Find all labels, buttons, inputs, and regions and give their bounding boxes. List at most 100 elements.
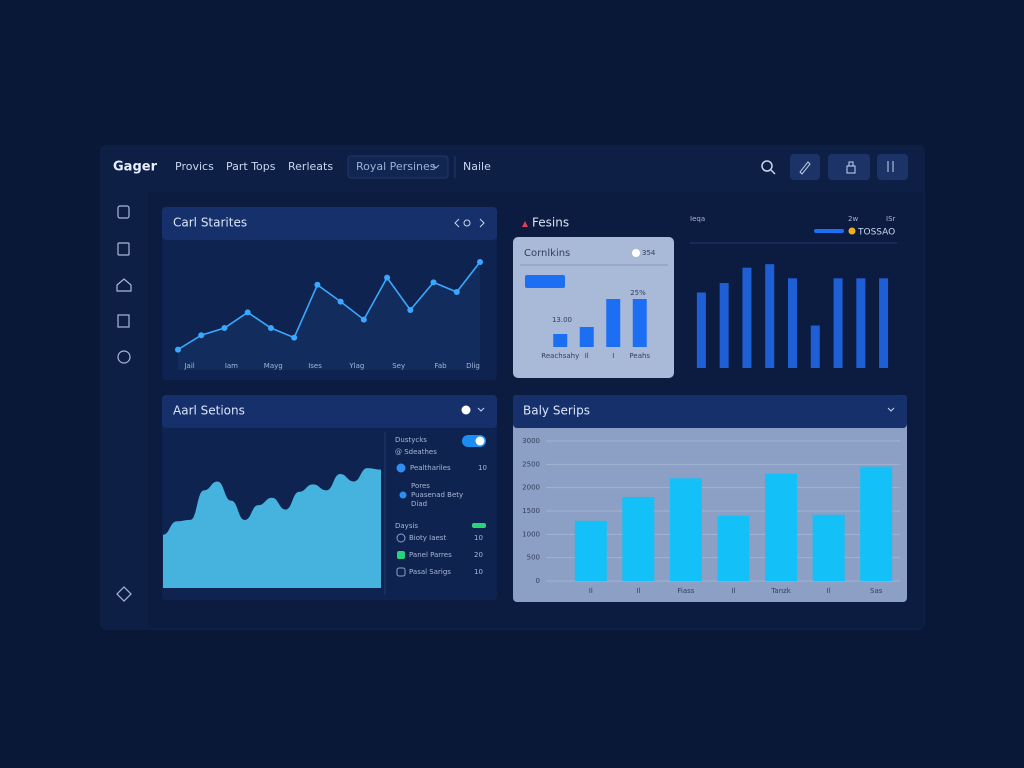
x-tick-label: Dlig — [466, 362, 480, 370]
card-title: Cornlkins — [524, 248, 570, 259]
x-tick-label: Sey — [392, 362, 405, 370]
x-tick-label: Jail — [183, 362, 194, 370]
caret[interactable] — [887, 407, 895, 412]
user-name[interactable]: Naile — [463, 160, 491, 173]
toggle-value: 354 — [642, 249, 656, 257]
bar — [696, 292, 706, 368]
y-tick-label: 0 — [536, 577, 540, 585]
alert-icon — [522, 221, 528, 227]
panel-title: Carl Starites — [173, 216, 247, 230]
user-button[interactable] — [828, 154, 870, 180]
user-icon — [846, 161, 856, 174]
point — [221, 325, 228, 331]
bar — [719, 283, 729, 368]
point — [453, 289, 460, 295]
x-tick-label: Il — [585, 352, 589, 360]
area — [163, 468, 381, 588]
x-tick-label: Iam — [225, 362, 238, 370]
list-value: 10 — [474, 568, 483, 576]
side-label: 2w — [848, 215, 858, 223]
bar — [810, 325, 820, 368]
bar — [788, 278, 797, 368]
dropdown-caret — [432, 164, 440, 169]
edit-button[interactable] — [790, 154, 820, 180]
bar — [833, 278, 843, 368]
list-value: 10 — [478, 464, 487, 472]
sidebar-icon[interactable] — [117, 314, 130, 328]
caret[interactable] — [477, 407, 485, 412]
item-icon[interactable] — [396, 567, 406, 577]
bar — [632, 299, 647, 347]
panel-header — [513, 395, 907, 428]
search-icon[interactable] — [761, 160, 773, 172]
list-label: Pealthariles — [410, 464, 451, 472]
bar — [742, 267, 752, 368]
x-tick-label: Reachsahy — [541, 352, 579, 360]
point — [384, 274, 391, 281]
point — [430, 279, 437, 286]
toggle-knob — [475, 436, 485, 446]
legend-label: TOSSAO — [857, 228, 895, 238]
x-tick-label: Il — [731, 587, 735, 595]
y-tick-label: 500 — [527, 554, 540, 562]
bar — [553, 334, 568, 347]
list-label: Panel Parres — [409, 551, 452, 559]
y-tick-label: 3000 — [522, 437, 540, 445]
list-subheading: @ Sdeathes — [395, 448, 437, 456]
bar — [765, 473, 798, 581]
nav-link[interactable]: Rerleats — [288, 160, 333, 173]
sidebar-icon[interactable] — [117, 205, 130, 219]
check-icon[interactable] — [396, 463, 406, 473]
nav-link[interactable]: Provics — [175, 160, 214, 173]
point — [198, 332, 205, 339]
x-tick-label: I — [612, 352, 614, 360]
point — [244, 309, 251, 316]
x-tick-label: Il — [827, 587, 831, 595]
item-icon[interactable] — [397, 551, 405, 559]
list-value: 20 — [474, 551, 483, 559]
point — [267, 325, 274, 331]
bar — [765, 264, 775, 368]
panel-header — [162, 207, 497, 240]
bar — [622, 497, 655, 581]
x-tick-label: Fab — [434, 362, 447, 370]
dropdown-label: Royal Persines — [356, 160, 436, 173]
y-tick-label: 1000 — [522, 530, 540, 538]
sidebar-icon[interactable] — [117, 242, 130, 256]
y-tick-label: 1500 — [522, 507, 540, 515]
menu-icon — [887, 161, 894, 172]
pager — [463, 219, 471, 227]
line — [177, 261, 481, 351]
status-pill — [472, 523, 486, 528]
pager[interactable] — [454, 218, 485, 228]
panel — [513, 395, 907, 602]
note-line: Pores — [411, 482, 430, 490]
sidebar-icon[interactable] — [116, 586, 132, 602]
point — [360, 316, 367, 323]
bar — [856, 278, 866, 368]
sidebar-icon[interactable] — [116, 278, 132, 292]
nav-link[interactable]: Part Tops — [226, 160, 276, 173]
status-dot — [461, 405, 471, 415]
point — [175, 346, 181, 353]
point — [314, 281, 321, 288]
x-tick-label: Fiass — [677, 587, 694, 595]
sidebar — [116, 205, 132, 602]
x-tick-label: Tanzk — [770, 587, 792, 595]
sidebar-icon[interactable] — [117, 350, 131, 364]
bar — [579, 327, 594, 347]
legend-dot — [848, 227, 856, 235]
x-tick-label: Il — [589, 587, 593, 595]
toggle[interactable] — [632, 249, 640, 257]
note-line: Diad — [411, 500, 427, 508]
list-section: Daysis — [395, 522, 418, 530]
panel-title: Fesins — [532, 216, 569, 230]
dropdown[interactable] — [347, 155, 449, 179]
bar — [717, 515, 750, 581]
x-tick-label: Mayg — [264, 362, 283, 370]
item-icon[interactable] — [396, 533, 406, 543]
point — [477, 259, 483, 265]
y-tick-label: 2500 — [522, 460, 540, 468]
card-button[interactable] — [525, 275, 565, 288]
